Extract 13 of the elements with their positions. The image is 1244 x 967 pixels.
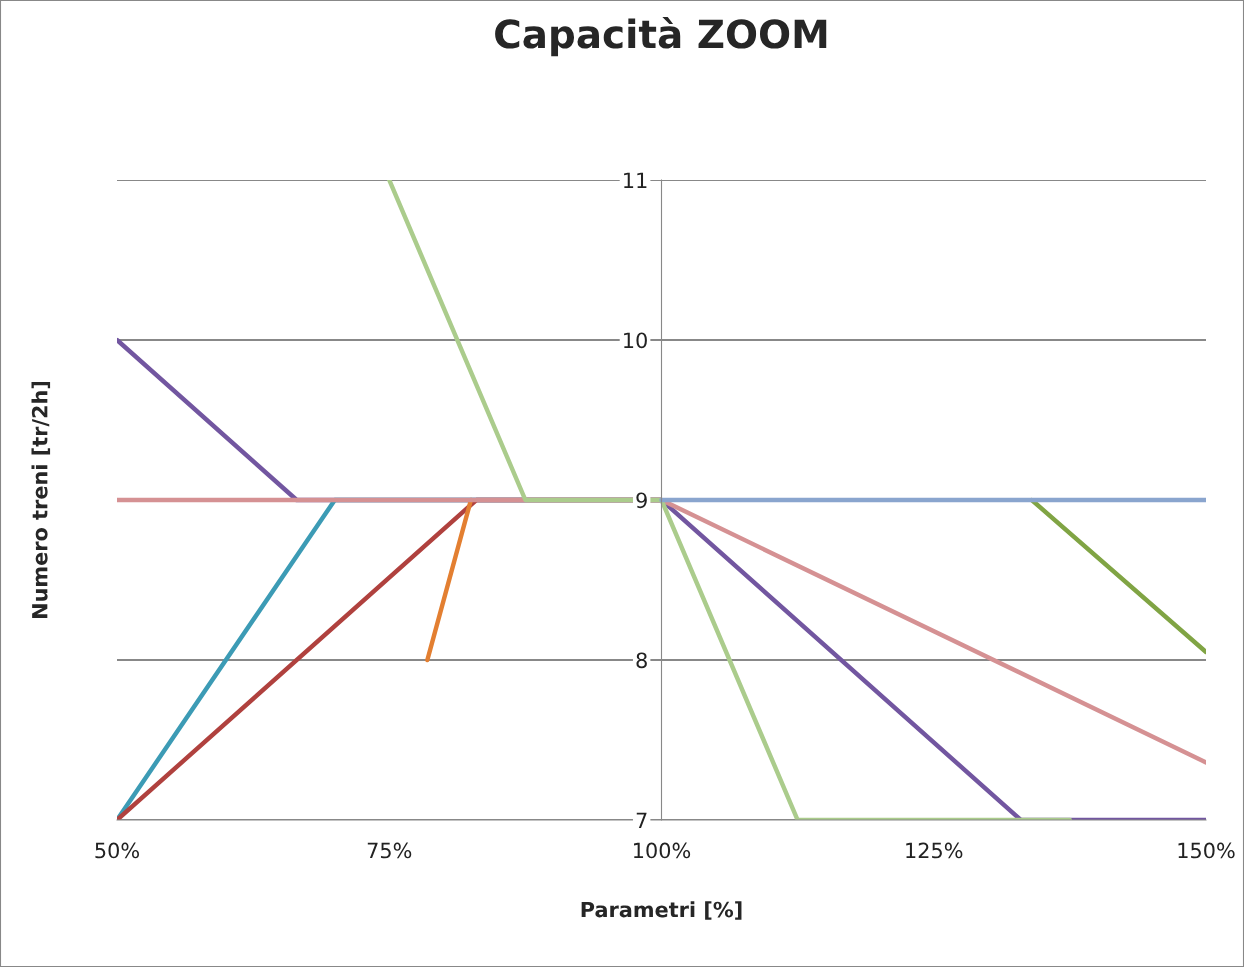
x-tick-label: 50% — [95, 842, 139, 859]
x-tick-label: 150% — [1178, 842, 1235, 859]
y-tick-label: 9 — [636, 492, 647, 509]
x-tick-label: 75% — [367, 842, 412, 859]
y-tick-label: 7 — [636, 812, 647, 828]
x-axis-title: Parametri [%] — [581, 901, 742, 920]
x-tick-label: 125% — [906, 842, 963, 859]
y-tick-label: 8 — [636, 652, 647, 669]
y-tick-label: 10 — [624, 332, 647, 349]
y-tick-label: 11 — [624, 172, 647, 188]
chart-title: Capacità ZOOM — [495, 16, 827, 57]
x-tick-label: 100% — [634, 842, 691, 859]
y-axis-title: Numero treni [tr/2h] — [31, 381, 51, 618]
